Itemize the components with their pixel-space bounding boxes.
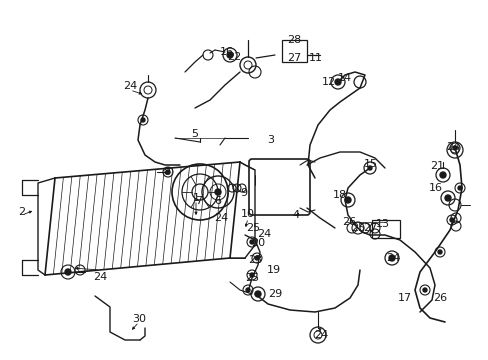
Text: 28: 28 <box>286 35 301 45</box>
Circle shape <box>437 250 441 254</box>
Text: 7: 7 <box>195 196 202 206</box>
Text: 22: 22 <box>226 52 241 62</box>
Text: 30: 30 <box>132 314 146 324</box>
Circle shape <box>367 166 371 170</box>
Text: 8: 8 <box>163 167 170 177</box>
Text: 17: 17 <box>397 293 411 303</box>
Circle shape <box>249 240 253 244</box>
Text: 5: 5 <box>191 129 198 139</box>
Circle shape <box>345 197 350 203</box>
Text: 24: 24 <box>213 213 228 223</box>
Circle shape <box>65 269 71 275</box>
Circle shape <box>439 172 445 178</box>
Text: 11: 11 <box>308 53 323 63</box>
Circle shape <box>422 288 426 292</box>
Text: 26: 26 <box>341 217 355 227</box>
Text: 14: 14 <box>337 73 351 83</box>
Circle shape <box>254 256 259 260</box>
Text: 29: 29 <box>267 289 282 299</box>
Circle shape <box>452 146 456 150</box>
Circle shape <box>165 170 170 174</box>
Text: 24: 24 <box>122 81 137 91</box>
Text: 16: 16 <box>428 183 442 193</box>
Circle shape <box>444 195 450 201</box>
Circle shape <box>245 288 249 292</box>
Text: 6: 6 <box>214 196 221 206</box>
Text: 24: 24 <box>93 272 107 282</box>
Bar <box>282 40 306 62</box>
Text: 26: 26 <box>432 293 446 303</box>
Text: 25: 25 <box>245 223 260 233</box>
Bar <box>371 220 399 238</box>
Circle shape <box>457 186 461 190</box>
Circle shape <box>388 255 394 261</box>
Circle shape <box>215 189 221 195</box>
Text: 25: 25 <box>350 223 365 233</box>
Text: 25: 25 <box>244 273 259 283</box>
Circle shape <box>141 118 145 122</box>
Text: 16: 16 <box>220 47 234 57</box>
Circle shape <box>334 79 340 85</box>
Text: 4: 4 <box>292 210 299 220</box>
Text: 21: 21 <box>429 161 443 171</box>
Text: 24: 24 <box>313 330 327 340</box>
Text: 9: 9 <box>240 188 247 198</box>
Text: 27: 27 <box>286 53 301 63</box>
Text: 23: 23 <box>247 255 262 265</box>
Text: 3: 3 <box>267 135 274 145</box>
Text: 19: 19 <box>266 265 281 275</box>
Text: 24: 24 <box>445 142 459 152</box>
Text: 27: 27 <box>362 223 376 233</box>
Circle shape <box>254 291 261 297</box>
Text: 18: 18 <box>332 190 346 200</box>
Text: 24: 24 <box>256 229 270 239</box>
Text: 13: 13 <box>375 219 389 229</box>
Circle shape <box>449 218 453 222</box>
Circle shape <box>249 273 253 277</box>
Text: 24: 24 <box>385 253 399 263</box>
Text: 20: 20 <box>250 238 264 248</box>
Text: 12: 12 <box>321 77 335 87</box>
Text: 1: 1 <box>192 193 199 203</box>
Text: 10: 10 <box>241 209 254 219</box>
Text: 15: 15 <box>363 159 377 169</box>
Text: 2: 2 <box>19 207 25 217</box>
Circle shape <box>226 52 232 58</box>
